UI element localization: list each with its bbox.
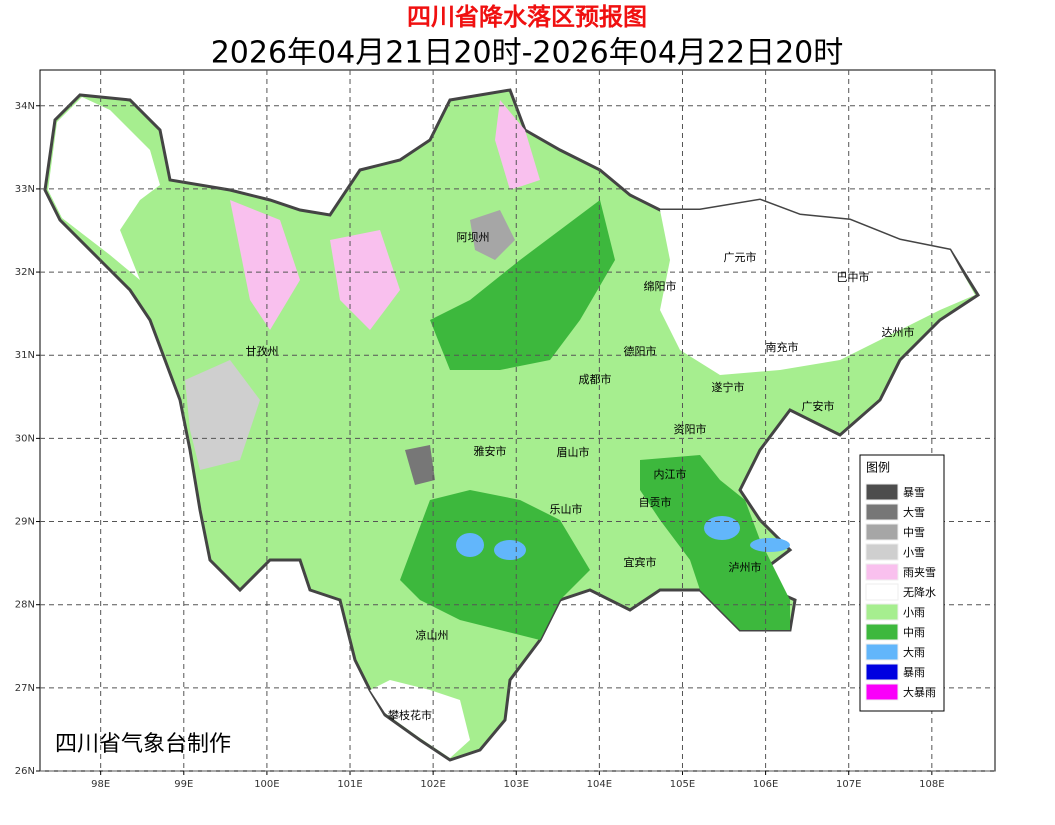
city-label: 阿坝州 xyxy=(457,230,490,244)
lon-label: 106E xyxy=(753,779,778,790)
credit: 四川省气象台制作 xyxy=(55,732,231,757)
legend-swatch xyxy=(865,563,899,581)
legend-swatch xyxy=(865,583,899,601)
city-label: 巴中市 xyxy=(837,270,870,284)
graticule: 98E 99E 100E 101E 102E 103E 104E 105E 106E 107E 10… xyxy=(15,70,995,790)
city-label: 眉山市 xyxy=(557,445,590,459)
lon-label: 98E xyxy=(91,779,110,790)
moderate-e xyxy=(640,455,790,630)
city-label: 自贡市 xyxy=(639,495,672,509)
legend-label: 大雪 xyxy=(903,505,925,519)
sleet-n xyxy=(495,100,540,190)
legend-label: 小雪 xyxy=(903,546,925,559)
city-label: 遂宁市 xyxy=(712,380,745,394)
city-label: 广元市 xyxy=(724,250,757,264)
moderate-s xyxy=(400,490,590,640)
city-label: 雅安市 xyxy=(474,444,507,458)
city-label: 攀枝花市 xyxy=(388,708,432,722)
legend-label: 中雨 xyxy=(903,626,925,639)
city-label: 乐山市 xyxy=(550,502,583,516)
heavy-rain xyxy=(704,516,740,540)
city-label: 广安市 xyxy=(802,399,835,413)
snow-c xyxy=(405,445,435,485)
legend-swatch xyxy=(865,623,899,641)
city-label: 达州市 xyxy=(882,325,915,339)
legend-label: 大雨 xyxy=(903,645,925,659)
legend-swatch xyxy=(865,663,899,681)
lat-label: 31N xyxy=(15,350,35,361)
legend-label: 雨夹雪 xyxy=(903,566,936,579)
lat-label: 34N xyxy=(15,101,35,112)
lat-label: 27N xyxy=(15,683,35,694)
lon-label: 108E xyxy=(919,779,944,790)
lat-label: 28N xyxy=(15,600,35,611)
moderate-n xyxy=(430,200,615,370)
legend-title: 图例 xyxy=(866,461,890,475)
city-label: 成都市 xyxy=(579,372,612,386)
lat-label: 32N xyxy=(15,267,35,278)
lon-label: 100E xyxy=(254,779,279,790)
lat-label: 33N xyxy=(15,184,35,195)
lat-label: 26N xyxy=(15,766,35,777)
snow-n xyxy=(470,210,515,260)
city-label: 内江市 xyxy=(654,467,687,481)
precip-areas xyxy=(43,88,981,762)
lon-label: 103E xyxy=(504,779,529,790)
city-label: 资阳市 xyxy=(674,422,707,436)
lon-label: 105E xyxy=(670,779,695,790)
city-label: 宜宾市 xyxy=(624,555,657,569)
city-label: 泸州市 xyxy=(729,560,762,574)
city-label: 甘孜州 xyxy=(246,344,279,358)
legend-label: 无降水 xyxy=(903,585,936,599)
legend-label: 大暴雨 xyxy=(903,685,936,699)
city-label: 绵阳市 xyxy=(644,279,677,293)
legend-swatch xyxy=(865,483,899,501)
legend-swatch xyxy=(865,523,899,541)
title: 四川省降水落区预报图 xyxy=(407,3,647,31)
lon-label: 107E xyxy=(836,779,861,790)
lon-label: 104E xyxy=(587,779,612,790)
no-precip-ne xyxy=(660,200,975,375)
legend-swatch xyxy=(865,643,899,661)
legend-swatch xyxy=(865,503,899,521)
legend-label: 中雪 xyxy=(903,526,925,539)
city-label: 德阳市 xyxy=(624,344,657,358)
legend-label: 暴雨 xyxy=(903,666,925,679)
lat-label: 30N xyxy=(15,433,35,444)
legend-label: 小雨 xyxy=(903,606,925,619)
legend-label: 暴雪 xyxy=(903,486,925,499)
heavy-rain xyxy=(750,538,790,552)
snow-w xyxy=(185,360,260,470)
lat-label: 29N xyxy=(15,517,35,528)
sleet-c xyxy=(330,230,400,330)
legend-swatch xyxy=(865,543,899,561)
legend-swatch xyxy=(865,683,899,701)
legend-swatch xyxy=(865,603,899,621)
city-label: 凉山州 xyxy=(416,628,449,642)
no-precip-s xyxy=(370,680,470,758)
lon-label: 99E xyxy=(174,779,193,790)
heavy-rain xyxy=(494,540,526,560)
subtitle: 2026年04月21日20时-2026年04月22日20时 xyxy=(211,36,844,71)
heavy-rain xyxy=(456,533,484,557)
city-label: 南充市 xyxy=(766,340,799,354)
sleet-w xyxy=(230,200,300,330)
lon-label: 102E xyxy=(420,779,445,790)
lon-label: 101E xyxy=(337,779,362,790)
